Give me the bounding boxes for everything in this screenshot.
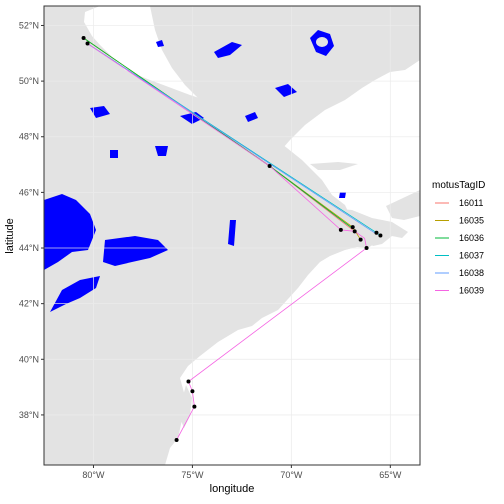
detection-point [358, 237, 363, 242]
lakes-layer [44, 30, 346, 312]
detection-point [352, 229, 357, 234]
lake [156, 40, 164, 47]
y-tick-label: 44°N [19, 243, 39, 253]
lake [103, 236, 168, 266]
legend-label: 16035 [459, 216, 484, 226]
legend-label: 16011 [459, 198, 483, 208]
detection-point [186, 379, 191, 384]
detection-point [267, 163, 272, 168]
legend-label: 16037 [459, 251, 484, 261]
detection-point [364, 246, 369, 251]
lake [90, 106, 110, 118]
detection-point [174, 437, 179, 442]
landmass [44, 6, 380, 465]
legend-label: 16038 [459, 268, 484, 278]
y-tick-label: 40°N [19, 354, 39, 364]
x-tick-label: 70°W [280, 470, 303, 480]
y-tick-label: 48°N [19, 132, 39, 142]
detection-point [81, 35, 86, 40]
y-tick-label: 50°N [19, 76, 39, 86]
y-tick-label: 42°N [19, 299, 39, 309]
landmass [310, 162, 358, 170]
track-16038 [87, 43, 377, 235]
lake [180, 112, 204, 124]
grid-layer [44, 6, 420, 465]
legend-title: motusTagID [432, 180, 485, 191]
y-tick-label: 46°N [19, 187, 39, 197]
track-16039 [87, 43, 368, 441]
detections-layer [81, 35, 383, 442]
lake [316, 37, 328, 47]
lake [155, 146, 168, 156]
x-axis-title: longitude [210, 483, 255, 495]
lake [44, 194, 96, 270]
legend-label: 16039 [459, 286, 484, 296]
panel-border [43, 5, 421, 466]
lake [214, 42, 242, 58]
lake [50, 276, 100, 312]
detection-point [190, 389, 195, 394]
axes-layer: 80°W 75°W 70°W 65°W 38°N 40°N 42°N 44°N 46°N 48°N… [19, 20, 402, 480]
lake [245, 112, 258, 122]
x-tick-label: 80°W [82, 470, 105, 480]
lake [339, 192, 346, 198]
detection-point [378, 233, 383, 238]
lake [228, 220, 236, 246]
y-axis-title: latitude [4, 218, 16, 253]
y-tick-label: 38°N [19, 410, 39, 420]
detection-point [338, 227, 343, 232]
legend-label: 16036 [459, 233, 484, 243]
y-tick-label: 52°N [19, 20, 39, 30]
x-tick-label: 75°W [181, 470, 204, 480]
lake [110, 150, 118, 158]
detection-point [350, 225, 355, 230]
detection-point [85, 41, 90, 46]
x-tick-label: 65°W [379, 470, 402, 480]
detection-point [192, 404, 197, 409]
legend: motusTagID 16011 16035 16036 16037 16038 1603… [432, 180, 485, 299]
landmass [386, 190, 420, 220]
detection-point [374, 230, 379, 235]
